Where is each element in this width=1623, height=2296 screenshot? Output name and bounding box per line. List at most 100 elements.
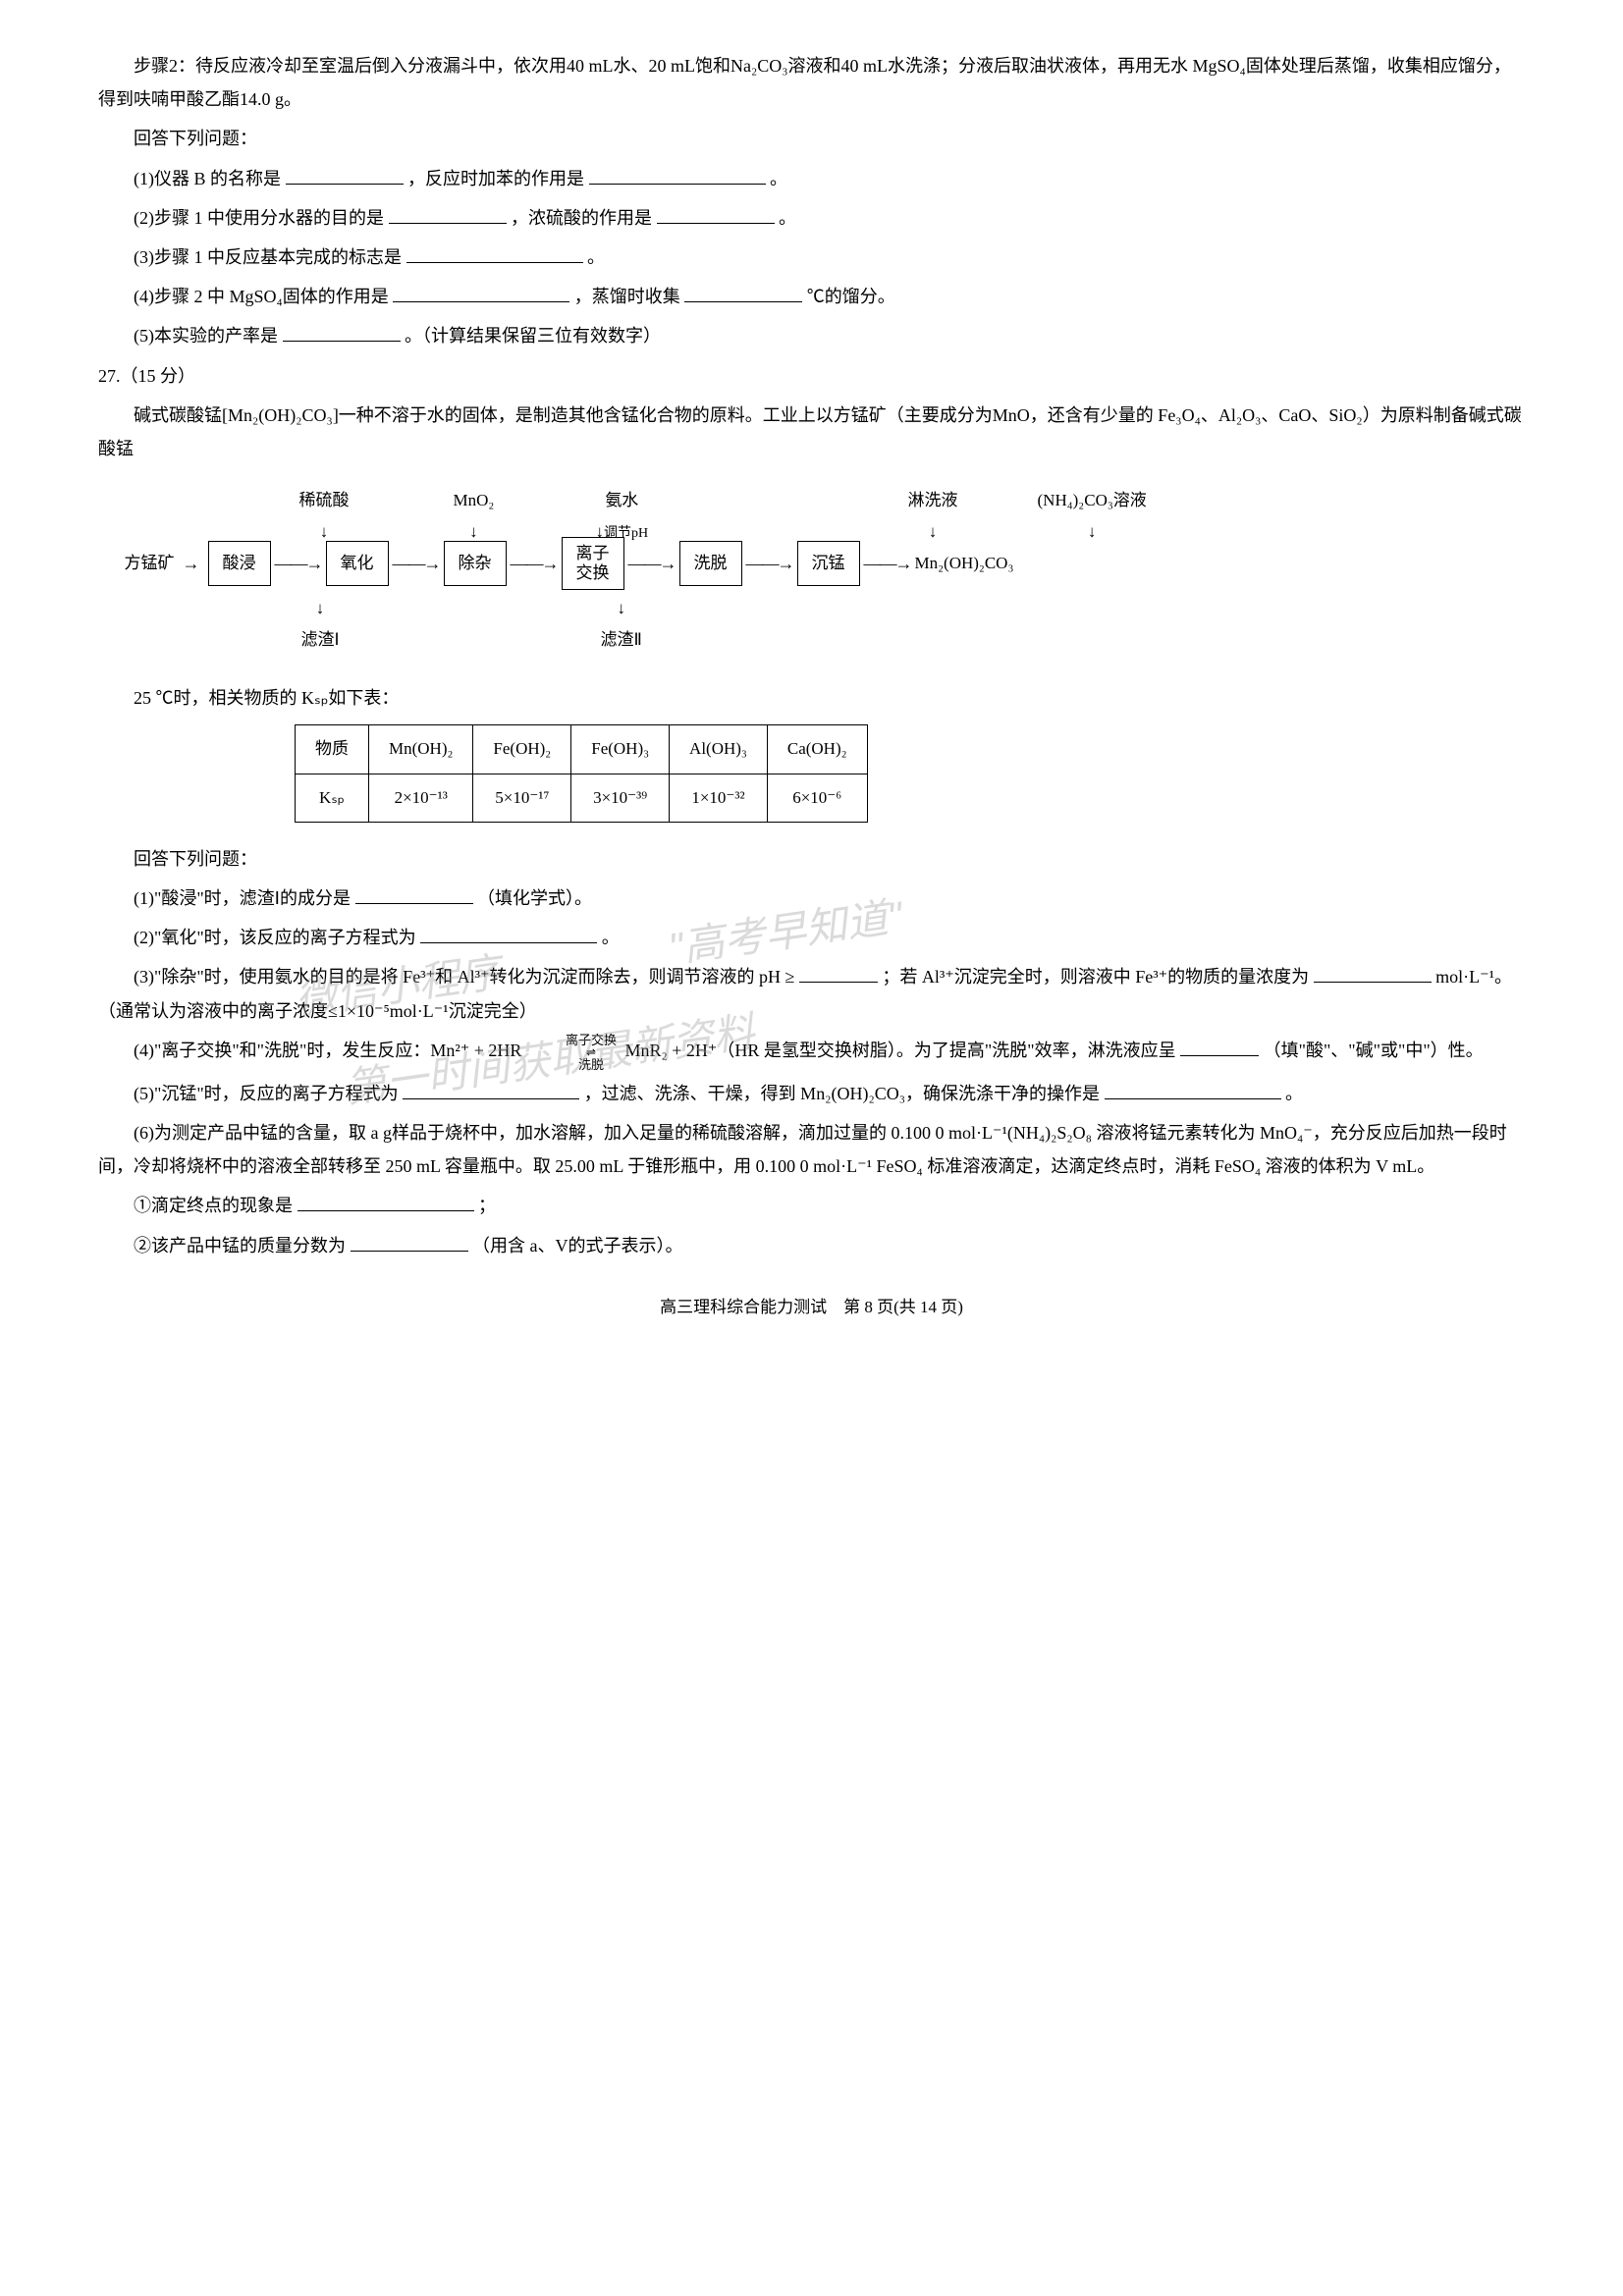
p5-text-a: (5)"沉锰"时，反应的离子方程式为 xyxy=(134,1084,399,1103)
step2-text: 步骤2：待反应液冷却至室温后倒入分液漏斗中，依次用40 mL水、20 mL饱和N… xyxy=(98,49,1525,116)
p2-text-b: 。 xyxy=(602,928,620,947)
p1-blank xyxy=(355,884,473,904)
ksp-val-1: 5×10⁻¹⁷ xyxy=(473,774,571,822)
ksp-row-label: Kₛₚ xyxy=(296,774,369,822)
flow-rinse-label: 淋洗液 xyxy=(908,491,958,509)
q5-text-a: (5)本实验的产率是 xyxy=(134,326,278,346)
ksp-val-3: 1×10⁻³² xyxy=(670,774,768,822)
q27-number: 27.（15 分） xyxy=(98,359,1525,393)
part-1: (1)"酸浸"时，滤渣Ⅰ的成分是 （填化学式）。 xyxy=(98,881,1525,915)
p5-text-c: 。 xyxy=(1285,1084,1303,1103)
q1-blank-2 xyxy=(589,165,766,185)
p6-1-text-a: ①滴定终点的现象是 xyxy=(134,1196,293,1215)
ksp-table: 物质 Mn(OH)₂ Fe(OH)₂ Fe(OH)₃ Al(OH)₃ Ca(OH… xyxy=(295,724,868,823)
part-4: (4)"离子交换"和"洗脱"时，发生反应：Mn²⁺ + 2HR 离子交换 ⇌ 洗… xyxy=(98,1034,1525,1071)
flow-main-row: 方锰矿 → 酸浸 ——→ 氧化 ——→ 除杂 ——→ 离子交换 ——→ 洗脱 —… xyxy=(125,534,1499,593)
p4-text-a: (4)"离子交换"和"洗脱"时，发生反应：Mn²⁺ + 2HR xyxy=(134,1041,526,1060)
p4-blank xyxy=(1180,1037,1259,1056)
flow-acid-label: 稀硫酸 xyxy=(299,491,350,509)
p4-text-c: （填"酸"、"碱"或"中"）性。 xyxy=(1264,1041,1484,1060)
q1-text-c: 。 xyxy=(770,169,787,188)
arrow-right-icon: ——→ xyxy=(624,547,679,580)
p3-blank-2 xyxy=(1314,964,1432,984)
p3-text-b: ；若 Al³⁺沉淀完全时，则溶液中 Fe³⁺的物质的量浓度为 xyxy=(882,967,1309,987)
p5-blank-2 xyxy=(1105,1080,1281,1099)
flow-start: 方锰矿 xyxy=(125,548,175,579)
arrow-down-icon: ↓ xyxy=(316,599,325,617)
flowchart: 稀硫酸 ↓ MnO₂ ↓ 氨水 ↓调节pH 淋洗液 ↓ (NH₄)₂CO₃溶液 … xyxy=(125,485,1499,662)
p2-blank xyxy=(420,924,597,943)
q1-text-b: ，反应时加苯的作用是 xyxy=(407,169,584,188)
ksp-val-0: 2×10⁻¹³ xyxy=(369,774,473,822)
flow-box-4: 离子交换 xyxy=(562,537,624,591)
part-5: (5)"沉锰"时，反应的离子方程式为 ，过滤、洗涤、干燥，得到 Mn₂(OH)₂… xyxy=(98,1077,1525,1110)
flow-box-5: 洗脱 xyxy=(679,541,742,586)
q2-text-c: 。 xyxy=(779,208,796,228)
q4-text-c: ℃的馏分。 xyxy=(807,287,895,306)
ksp-header-4: Al(OH)₃ xyxy=(670,725,768,774)
q4-blank-2 xyxy=(684,283,802,302)
question-4: (4)步骤 2 中 MgSO₄固体的作用是 ，蒸馏时收集 ℃的馏分。 xyxy=(98,280,1525,313)
q4-text-b: ，蒸馏时收集 xyxy=(574,287,680,306)
q3-text-a: (3)步骤 1 中反应基本完成的标志是 xyxy=(134,247,402,267)
q2-text-a: (2)步骤 1 中使用分水器的目的是 xyxy=(134,208,384,228)
p4-top-label: 离子交换 xyxy=(530,1034,617,1046)
flow-ammonia-label: 氨水 xyxy=(605,491,638,509)
q5-blank-1 xyxy=(283,323,401,343)
q1-text-a: (1)仪器 B 的名称是 xyxy=(134,169,281,188)
p6-2-blank xyxy=(351,1232,468,1252)
q4-text-a: (4)步骤 2 中 MgSO₄固体的作用是 xyxy=(134,287,389,306)
flow-box-1: 酸浸 xyxy=(208,541,271,586)
p5-blank-1 xyxy=(403,1080,579,1099)
flow-residue-2: ↓ 滤渣Ⅱ xyxy=(601,593,642,657)
ksp-val-4: 6×10⁻⁶ xyxy=(767,774,867,822)
p3-blank-1 xyxy=(799,964,878,984)
flow-box-6: 沉锰 xyxy=(797,541,860,586)
part-3: (3)"除杂"时，使用氨水的目的是将 Fe³⁺和 Al³⁺转化为沉淀而除去，则调… xyxy=(98,960,1525,1027)
ksp-header-0: 物质 xyxy=(296,725,369,774)
question-1: (1)仪器 B 的名称是 ，反应时加苯的作用是 。 xyxy=(98,162,1525,195)
answer-prompt: 回答下列问题： xyxy=(98,122,1525,155)
arrow-right-icon: → xyxy=(175,547,208,580)
ksp-header-2: Fe(OH)₂ xyxy=(473,725,571,774)
flow-box-2: 氧化 xyxy=(326,541,389,586)
p4-text-b: MnR₂ + 2H⁺（HR 是氢型交换树脂）。为了提高"洗脱"效率，淋洗液应呈 xyxy=(624,1041,1175,1060)
residue1-label: 滤渣Ⅰ xyxy=(301,630,340,649)
question-5: (5)本实验的产率是 。（计算结果保留三位有效数字） xyxy=(98,319,1525,352)
flow-bottom-row: ↓ 滤渣Ⅰ ↓ 滤渣Ⅱ xyxy=(125,593,1499,662)
p6-2-text-a: ②该产品中锰的质量分数为 xyxy=(134,1236,346,1255)
q2-blank-1 xyxy=(389,204,507,224)
arrow-right-icon: ——→ xyxy=(742,547,797,580)
part-6-1: ①滴定终点的现象是 ； xyxy=(98,1189,1525,1222)
part-6: (6)为测定产品中锰的含量，取 a g样品于烧杯中，加水溶解，加入足量的稀硫酸溶… xyxy=(98,1116,1525,1183)
residue2-label: 滤渣Ⅱ xyxy=(601,630,642,649)
q2-blank-2 xyxy=(657,204,775,224)
equilibrium-arrow-icon: 离子交换 ⇌ 洗脱 xyxy=(526,1034,621,1071)
p6-1-blank xyxy=(298,1193,474,1212)
arrow-right-icon: ——→ xyxy=(860,547,915,580)
part-6-2: ②该产品中锰的质量分数为 （用含 a、V的式子表示）。 xyxy=(98,1229,1525,1262)
answer-prompt-2: 回答下列问题： xyxy=(98,842,1525,876)
question-3: (3)步骤 1 中反应基本完成的标志是 。 xyxy=(98,240,1525,274)
q5-text-b: 。（计算结果保留三位有效数字） xyxy=(405,326,661,346)
p1-text-b: （填化学式）。 xyxy=(477,888,592,908)
ksp-header-3: Fe(OH)₃ xyxy=(571,725,670,774)
ksp-header-5: Ca(OH)₂ xyxy=(767,725,867,774)
table-row: Kₛₚ 2×10⁻¹³ 5×10⁻¹⁷ 3×10⁻³⁹ 1×10⁻³² 6×10… xyxy=(296,774,868,822)
flow-box-3: 除杂 xyxy=(444,541,507,586)
ksp-header-1: Mn(OH)₂ xyxy=(369,725,473,774)
arrow-right-icon: ⇌ xyxy=(551,1046,596,1058)
p1-text-a: (1)"酸浸"时，滤渣Ⅰ的成分是 xyxy=(134,888,351,908)
table-row: 物质 Mn(OH)₂ Fe(OH)₂ Fe(OH)₃ Al(OH)₃ Ca(OH… xyxy=(296,725,868,774)
arrow-right-icon: ——→ xyxy=(507,547,562,580)
p6-1-text-b: ； xyxy=(478,1196,496,1215)
q2-text-b: ，浓硫酸的作用是 xyxy=(511,208,652,228)
part-2: (2)"氧化"时，该反应的离子方程式为 。 xyxy=(98,921,1525,954)
arrow-right-icon: ——→ xyxy=(389,547,444,580)
p6-2-text-b: （用含 a、V的式子表示）。 xyxy=(472,1236,683,1255)
p5-text-b: ，过滤、洗涤、干燥，得到 Mn₂(OH)₂CO₃，确保洗涤干净的操作是 xyxy=(584,1084,1100,1103)
flow-residue-1: ↓ 滤渣Ⅰ xyxy=(301,593,340,657)
arrow-down-icon: ↓ xyxy=(617,599,625,617)
q3-text-b: 。 xyxy=(587,247,605,267)
page-footer: 高三理科综合能力测试 第 8 页(共 14 页) xyxy=(98,1292,1525,1323)
